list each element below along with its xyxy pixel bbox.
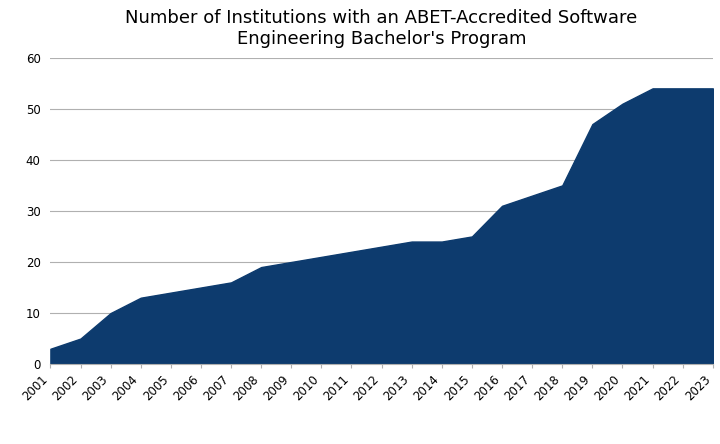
Title: Number of Institutions with an ABET-Accredited Software
Engineering Bachelor's P: Number of Institutions with an ABET-Accr…: [125, 9, 638, 48]
